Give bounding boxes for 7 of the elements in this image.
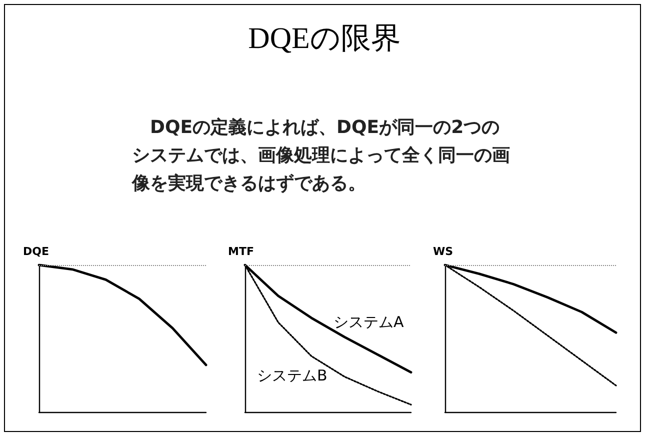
- y-axis-title: MTF: [228, 245, 254, 258]
- series-label: システムA: [333, 313, 404, 332]
- series-label: システムB: [257, 366, 328, 384]
- y-axis-title: DQE: [23, 245, 49, 258]
- chart-title: DQEの限界: [247, 21, 402, 57]
- y-axis-title: WS: [433, 245, 454, 258]
- chart-subtitle: DQEの定義によれば、DQEが同一の2つのシステムでは、画像処理によって全く同一の画像を実現できるはずである。: [132, 116, 511, 196]
